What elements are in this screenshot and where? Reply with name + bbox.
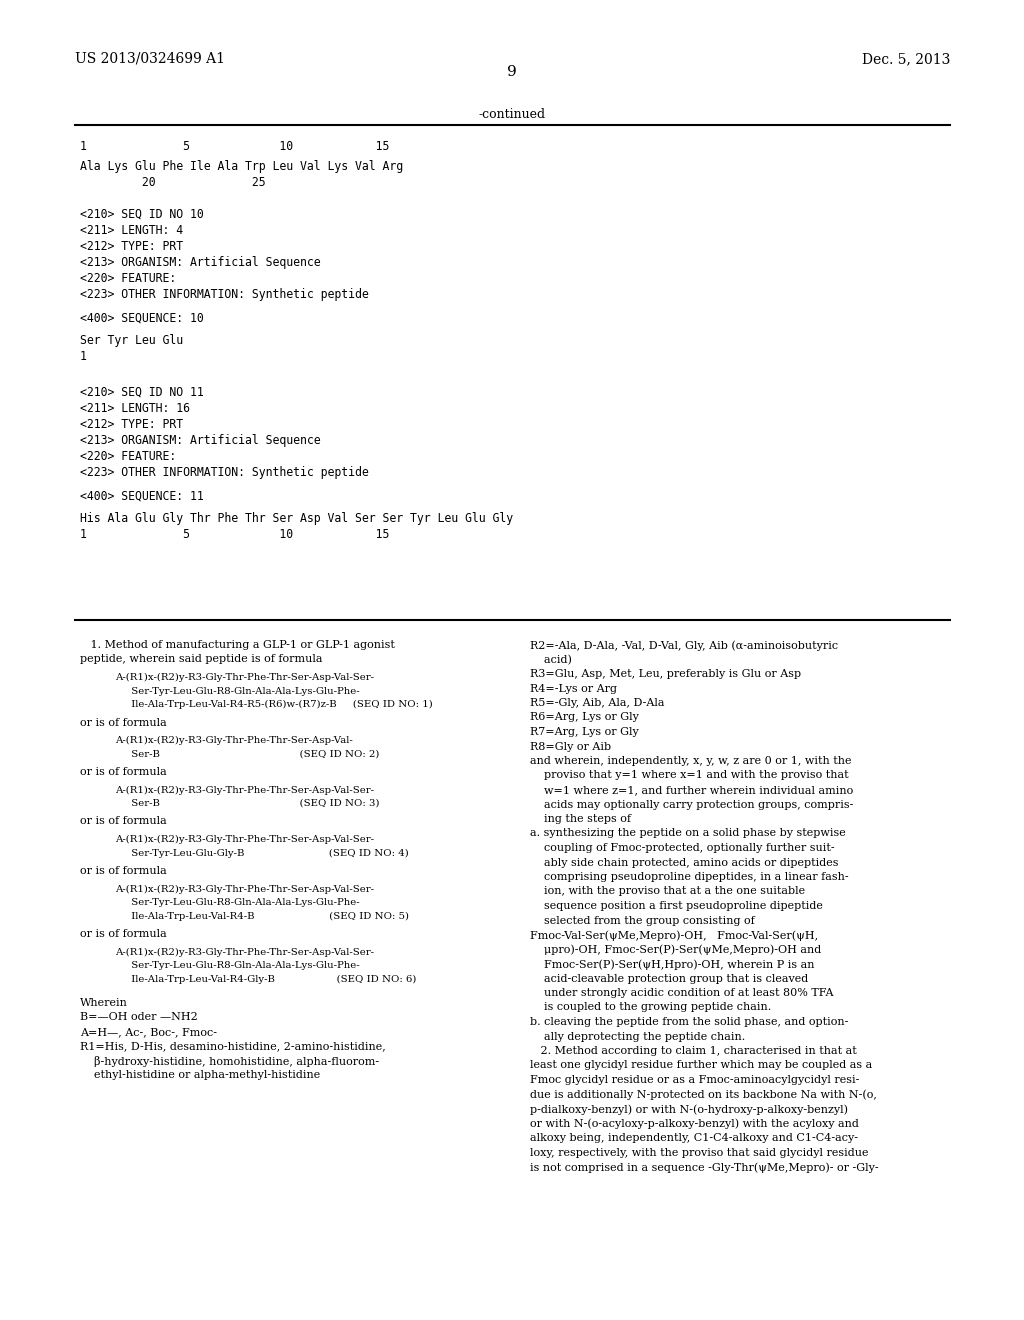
Text: Ser-Tyr-Leu-Glu-R8-Gln-Ala-Ala-Lys-Glu-Phe-: Ser-Tyr-Leu-Glu-R8-Gln-Ala-Ala-Lys-Glu-P…	[115, 686, 359, 696]
Text: <400> SEQUENCE: 11: <400> SEQUENCE: 11	[80, 490, 204, 503]
Text: peptide, wherein said peptide is of formula: peptide, wherein said peptide is of form…	[80, 655, 323, 664]
Text: <223> OTHER INFORMATION: Synthetic peptide: <223> OTHER INFORMATION: Synthetic pepti…	[80, 288, 369, 301]
Text: or with N-(o-acyloxy-p-alkoxy-benzyl) with the acyloxy and: or with N-(o-acyloxy-p-alkoxy-benzyl) wi…	[530, 1118, 859, 1129]
Text: A-(R1)x-(R2)y-R3-Gly-Thr-Phe-Thr-Ser-Asp-Val-Ser-: A-(R1)x-(R2)y-R3-Gly-Thr-Phe-Thr-Ser-Asp…	[115, 948, 374, 957]
Text: 1              5             10            15: 1 5 10 15	[80, 528, 389, 541]
Text: 1: 1	[80, 350, 87, 363]
Text: β-hydroxy-histidine, homohistidine, alpha-fluorom-: β-hydroxy-histidine, homohistidine, alph…	[80, 1056, 379, 1067]
Text: ably side chain protected, amino acids or dipeptides: ably side chain protected, amino acids o…	[530, 858, 839, 867]
Text: or is of formula: or is of formula	[80, 718, 167, 727]
Text: <211> LENGTH: 4: <211> LENGTH: 4	[80, 224, 183, 238]
Text: US 2013/0324699 A1: US 2013/0324699 A1	[75, 51, 225, 66]
Text: Ile-Ala-Trp-Leu-Val-R4-Gly-B                   (SEQ ID NO: 6): Ile-Ala-Trp-Leu-Val-R4-Gly-B (SEQ ID NO:…	[115, 974, 417, 983]
Text: or is of formula: or is of formula	[80, 929, 167, 939]
Text: alkoxy being, independently, C1-C4-alkoxy and C1-C4-acy-: alkoxy being, independently, C1-C4-alkox…	[530, 1133, 858, 1143]
Text: or is of formula: or is of formula	[80, 866, 167, 876]
Text: acids may optionally carry protection groups, compris-: acids may optionally carry protection gr…	[530, 800, 853, 809]
Text: A-(R1)x-(R2)y-R3-Gly-Thr-Phe-Thr-Ser-Asp-Val-: A-(R1)x-(R2)y-R3-Gly-Thr-Phe-Thr-Ser-Asp…	[115, 737, 352, 744]
Text: μpro)-OH, Fmoc-Ser(P)-Ser(ψMe,Mepro)-OH and: μpro)-OH, Fmoc-Ser(P)-Ser(ψMe,Mepro)-OH …	[530, 945, 821, 956]
Text: or is of formula: or is of formula	[80, 767, 167, 777]
Text: Ser-B                                           (SEQ ID NO: 2): Ser-B (SEQ ID NO: 2)	[115, 750, 379, 759]
Text: comprising pseudoproline dipeptides, in a linear fash-: comprising pseudoproline dipeptides, in …	[530, 873, 849, 882]
Text: due is additionally N-protected on its backbone Na with N-(o,: due is additionally N-protected on its b…	[530, 1089, 877, 1100]
Text: His Ala Glu Gly Thr Phe Thr Ser Asp Val Ser Ser Tyr Leu Glu Gly: His Ala Glu Gly Thr Phe Thr Ser Asp Val …	[80, 512, 513, 525]
Text: R1=His, D-His, desamino-histidine, 2-amino-histidine,: R1=His, D-His, desamino-histidine, 2-ami…	[80, 1041, 386, 1052]
Text: <212> TYPE: PRT: <212> TYPE: PRT	[80, 418, 183, 432]
Text: <211> LENGTH: 16: <211> LENGTH: 16	[80, 403, 190, 414]
Text: Ser-Tyr-Leu-Glu-R8-Gln-Ala-Ala-Lys-Glu-Phe-: Ser-Tyr-Leu-Glu-R8-Gln-Ala-Ala-Lys-Glu-P…	[115, 898, 359, 907]
Text: A-(R1)x-(R2)y-R3-Gly-Thr-Phe-Thr-Ser-Asp-Val-Ser-: A-(R1)x-(R2)y-R3-Gly-Thr-Phe-Thr-Ser-Asp…	[115, 673, 374, 682]
Text: 1              5             10            15: 1 5 10 15	[80, 140, 389, 153]
Text: and wherein, independently, x, y, w, z are 0 or 1, with the: and wherein, independently, x, y, w, z a…	[530, 756, 852, 766]
Text: ion, with the proviso that at a the one suitable: ion, with the proviso that at a the one …	[530, 887, 805, 896]
Text: 2. Method according to claim 1, characterised in that at: 2. Method according to claim 1, characte…	[530, 1045, 857, 1056]
Text: 1. Method of manufacturing a GLP-1 or GLP-1 agonist: 1. Method of manufacturing a GLP-1 or GL…	[80, 640, 395, 649]
Text: ing the steps of: ing the steps of	[530, 814, 631, 824]
Text: loxy, respectively, with the proviso that said glycidyl residue: loxy, respectively, with the proviso tha…	[530, 1147, 868, 1158]
Text: B=—OH oder —NH2: B=—OH oder —NH2	[80, 1012, 198, 1023]
Text: R7=Arg, Lys or Gly: R7=Arg, Lys or Gly	[530, 727, 639, 737]
Text: 9: 9	[507, 65, 517, 79]
Text: R2=-Ala, D-Ala, -Val, D-Val, Gly, Aib (α-aminoisobutyric: R2=-Ala, D-Ala, -Val, D-Val, Gly, Aib (α…	[530, 640, 838, 651]
Text: A=H—, Ac-, Boc-, Fmoc-: A=H—, Ac-, Boc-, Fmoc-	[80, 1027, 217, 1038]
Text: Ser-B                                           (SEQ ID NO: 3): Ser-B (SEQ ID NO: 3)	[115, 799, 380, 808]
Text: R6=Arg, Lys or Gly: R6=Arg, Lys or Gly	[530, 713, 639, 722]
Text: Ser-Tyr-Leu-Glu-Gly-B                          (SEQ ID NO: 4): Ser-Tyr-Leu-Glu-Gly-B (SEQ ID NO: 4)	[115, 849, 409, 858]
Text: <220> FEATURE:: <220> FEATURE:	[80, 272, 176, 285]
Text: Ser Tyr Leu Glu: Ser Tyr Leu Glu	[80, 334, 183, 347]
Text: A-(R1)x-(R2)y-R3-Gly-Thr-Phe-Thr-Ser-Asp-Val-Ser-: A-(R1)x-(R2)y-R3-Gly-Thr-Phe-Thr-Ser-Asp…	[115, 785, 374, 795]
Text: Fmoc-Val-Ser(ψMe,Mepro)-OH,   Fmoc-Val-Ser(ψH,: Fmoc-Val-Ser(ψMe,Mepro)-OH, Fmoc-Val-Ser…	[530, 931, 818, 941]
Text: or is of formula: or is of formula	[80, 817, 167, 826]
Text: under strongly acidic condition of at least 80% TFA: under strongly acidic condition of at le…	[530, 987, 834, 998]
Text: a. synthesizing the peptide on a solid phase by stepwise: a. synthesizing the peptide on a solid p…	[530, 829, 846, 838]
Text: <213> ORGANISM: Artificial Sequence: <213> ORGANISM: Artificial Sequence	[80, 256, 321, 269]
Text: R3=Glu, Asp, Met, Leu, preferably is Glu or Asp: R3=Glu, Asp, Met, Leu, preferably is Glu…	[530, 669, 801, 678]
Text: R5=-Gly, Aib, Ala, D-Ala: R5=-Gly, Aib, Ala, D-Ala	[530, 698, 665, 708]
Text: Ile-Ala-Trp-Leu-Val-R4-R5-(R6)w-(R7)z-B     (SEQ ID NO: 1): Ile-Ala-Trp-Leu-Val-R4-R5-(R6)w-(R7)z-B …	[115, 700, 433, 709]
Text: selected from the group consisting of: selected from the group consisting of	[530, 916, 755, 925]
Text: Ile-Ala-Trp-Leu-Val-R4-B                       (SEQ ID NO: 5): Ile-Ala-Trp-Leu-Val-R4-B (SEQ ID NO: 5)	[115, 912, 409, 920]
Text: coupling of Fmoc-protected, optionally further suit-: coupling of Fmoc-protected, optionally f…	[530, 843, 835, 853]
Text: -continued: -continued	[478, 108, 546, 121]
Text: Dec. 5, 2013: Dec. 5, 2013	[861, 51, 950, 66]
Text: <400> SEQUENCE: 10: <400> SEQUENCE: 10	[80, 312, 204, 325]
Text: p-dialkoxy-benzyl) or with N-(o-hydroxy-p-alkoxy-benzyl): p-dialkoxy-benzyl) or with N-(o-hydroxy-…	[530, 1104, 848, 1114]
Text: <213> ORGANISM: Artificial Sequence: <213> ORGANISM: Artificial Sequence	[80, 434, 321, 447]
Text: ethyl-histidine or alpha-methyl-histidine: ethyl-histidine or alpha-methyl-histidin…	[80, 1071, 321, 1081]
Text: least one glycidyl residue further which may be coupled as a: least one glycidyl residue further which…	[530, 1060, 872, 1071]
Text: is not comprised in a sequence -Gly-Thr(ψMe,Mepro)- or -Gly-: is not comprised in a sequence -Gly-Thr(…	[530, 1162, 879, 1172]
Text: <210> SEQ ID NO 11: <210> SEQ ID NO 11	[80, 385, 204, 399]
Text: <223> OTHER INFORMATION: Synthetic peptide: <223> OTHER INFORMATION: Synthetic pepti…	[80, 466, 369, 479]
Text: b. cleaving the peptide from the solid phase, and option-: b. cleaving the peptide from the solid p…	[530, 1016, 848, 1027]
Text: <220> FEATURE:: <220> FEATURE:	[80, 450, 176, 463]
Text: acid): acid)	[530, 655, 571, 665]
Text: Fmoc-Ser(P)-Ser(ψH,Hpro)-OH, wherein P is an: Fmoc-Ser(P)-Ser(ψH,Hpro)-OH, wherein P i…	[530, 960, 814, 970]
Text: A-(R1)x-(R2)y-R3-Gly-Thr-Phe-Thr-Ser-Asp-Val-Ser-: A-(R1)x-(R2)y-R3-Gly-Thr-Phe-Thr-Ser-Asp…	[115, 884, 374, 894]
Text: acid-cleavable protection group that is cleaved: acid-cleavable protection group that is …	[530, 974, 808, 983]
Text: Ser-Tyr-Leu-Glu-R8-Gln-Ala-Ala-Lys-Glu-Phe-: Ser-Tyr-Leu-Glu-R8-Gln-Ala-Ala-Lys-Glu-P…	[115, 961, 359, 970]
Text: sequence position a first pseudoproline dipeptide: sequence position a first pseudoproline …	[530, 902, 823, 911]
Text: 20              25: 20 25	[80, 176, 265, 189]
Text: Wherein: Wherein	[80, 998, 128, 1008]
Text: R8=Gly or Aib: R8=Gly or Aib	[530, 742, 611, 751]
Text: w=1 where z=1, and further wherein individual amino: w=1 where z=1, and further wherein indiv…	[530, 785, 853, 795]
Text: Fmoc glycidyl residue or as a Fmoc-aminoacylgycidyl resi-: Fmoc glycidyl residue or as a Fmoc-amino…	[530, 1074, 859, 1085]
Text: R4=-Lys or Arg: R4=-Lys or Arg	[530, 684, 617, 693]
Text: <212> TYPE: PRT: <212> TYPE: PRT	[80, 240, 183, 253]
Text: A-(R1)x-(R2)y-R3-Gly-Thr-Phe-Thr-Ser-Asp-Val-Ser-: A-(R1)x-(R2)y-R3-Gly-Thr-Phe-Thr-Ser-Asp…	[115, 836, 374, 843]
Text: is coupled to the growing peptide chain.: is coupled to the growing peptide chain.	[530, 1002, 771, 1012]
Text: proviso that y=1 where x=1 and with the proviso that: proviso that y=1 where x=1 and with the …	[530, 771, 849, 780]
Text: Ala Lys Glu Phe Ile Ala Trp Leu Val Lys Val Arg: Ala Lys Glu Phe Ile Ala Trp Leu Val Lys …	[80, 160, 403, 173]
Text: <210> SEQ ID NO 10: <210> SEQ ID NO 10	[80, 209, 204, 220]
Text: ally deprotecting the peptide chain.: ally deprotecting the peptide chain.	[530, 1031, 745, 1041]
